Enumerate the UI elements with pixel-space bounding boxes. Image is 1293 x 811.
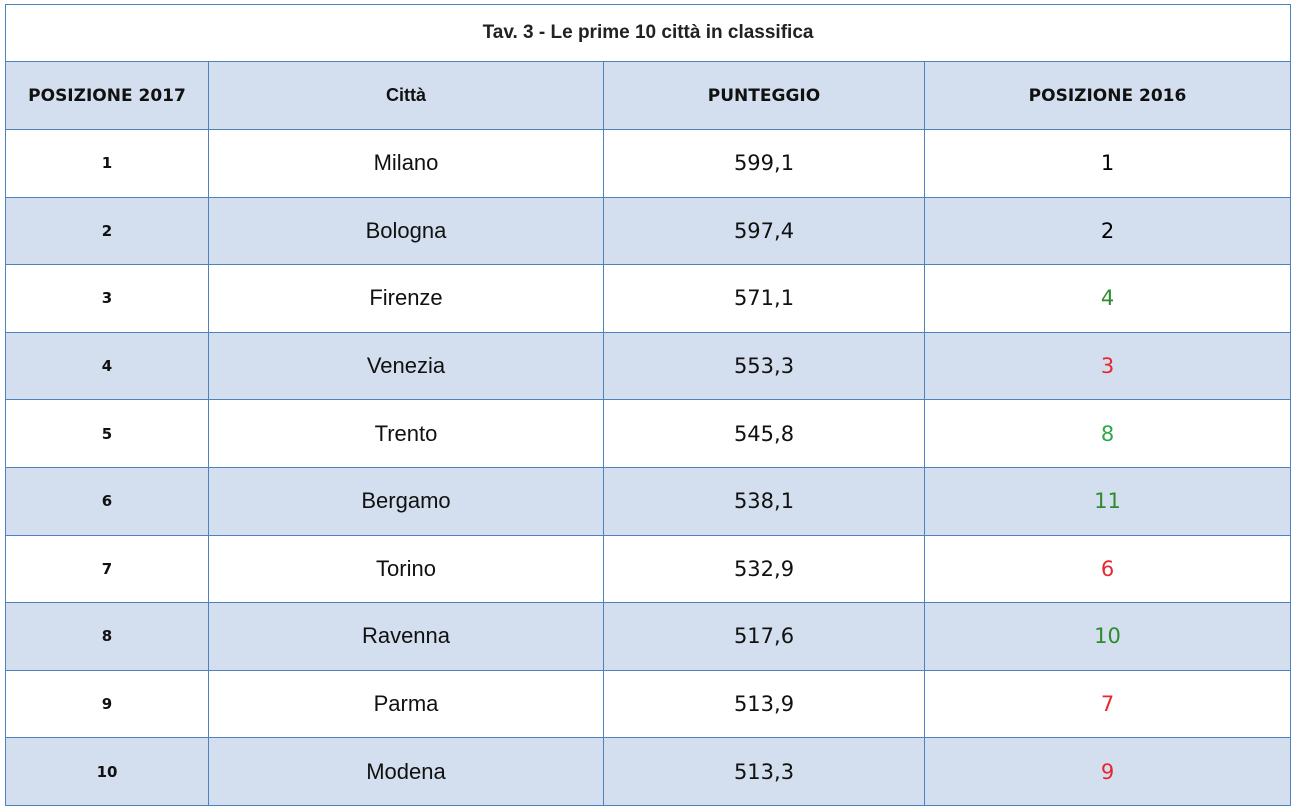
rank-2016: 8: [923, 399, 1292, 468]
data-row: 8 Ravenna 517,6 10: [5, 602, 1292, 671]
score: 513,3: [603, 737, 925, 806]
data-row: 2 Bologna 597,4 2: [5, 196, 1292, 266]
rank-2016: 10: [923, 602, 1292, 671]
score: 532,9: [603, 534, 925, 604]
score: 553,3: [603, 331, 925, 401]
title-row: Tav. 3 - Le prime 10 città in classifica: [4, 4, 1292, 62]
rank-2016: 6: [923, 534, 1292, 604]
score: 597,4: [603, 196, 925, 266]
city: Trento: [208, 399, 604, 468]
header-cell: POSIZIONE 2016: [923, 61, 1292, 130]
data-row: 3 Firenze 571,1 4: [5, 264, 1292, 333]
header-cell: POSIZIONE 2017: [5, 61, 209, 130]
city: Bologna: [208, 196, 604, 266]
data-row: 6 Bergamo 538,1 11: [5, 466, 1292, 536]
city: Modena: [208, 737, 604, 806]
city: Milano: [208, 129, 604, 198]
data-row: 1 Milano 599,1 1: [5, 129, 1292, 198]
rank-2017: 6: [5, 466, 209, 536]
rank-2017: 3: [5, 264, 209, 333]
header-cell: PUNTEGGIO: [603, 61, 925, 130]
city: Torino: [208, 534, 604, 604]
rank-2017: 4: [5, 331, 209, 401]
header-row: POSIZIONE 2017 Città PUNTEGGIO POSIZIONE 20…: [5, 61, 1292, 130]
score: 538,1: [603, 466, 925, 536]
score: 513,9: [603, 669, 925, 739]
data-row: 5 Trento 545,8 8: [5, 399, 1292, 468]
city: Venezia: [208, 331, 604, 401]
city: Parma: [208, 669, 604, 739]
rank-2016: 4: [923, 264, 1292, 333]
data-row: 9 Parma 513,9 7: [5, 669, 1292, 739]
score: 599,1: [603, 129, 925, 198]
rank-2016: 3: [923, 331, 1292, 401]
score: 517,6: [603, 602, 925, 671]
city: Ravenna: [208, 602, 604, 671]
table-body: Tav. 3 - Le prime 10 città in classifica…: [4, 4, 1292, 806]
data-row: 10 Modena 513,3 9: [5, 737, 1292, 806]
table-title: Tav. 3 - Le prime 10 città in classifica: [4, 4, 1292, 62]
rank-2017: 9: [5, 669, 209, 739]
data-row: 4 Venezia 553,3 3: [5, 331, 1292, 401]
rank-2016: 11: [923, 466, 1292, 536]
rank-2016: 7: [923, 669, 1292, 739]
score: 571,1: [603, 264, 925, 333]
ranking-table: Tav. 3 - Le prime 10 città in classifica…: [4, 4, 1292, 806]
score: 545,8: [603, 399, 925, 468]
rank-2017: 7: [5, 534, 209, 604]
rank-2017: 10: [5, 737, 209, 806]
rank-2016: 9: [923, 737, 1292, 806]
rank-2017: 5: [5, 399, 209, 468]
rank-2017: 1: [5, 129, 209, 198]
rank-2016: 1: [923, 129, 1292, 198]
data-row: 7 Torino 532,9 6: [5, 534, 1292, 604]
city: Bergamo: [208, 466, 604, 536]
city: Firenze: [208, 264, 604, 333]
header-cell: Città: [208, 61, 604, 130]
rank-2016: 2: [923, 196, 1292, 266]
rank-2017: 2: [5, 196, 209, 266]
rank-2017: 8: [5, 602, 209, 671]
